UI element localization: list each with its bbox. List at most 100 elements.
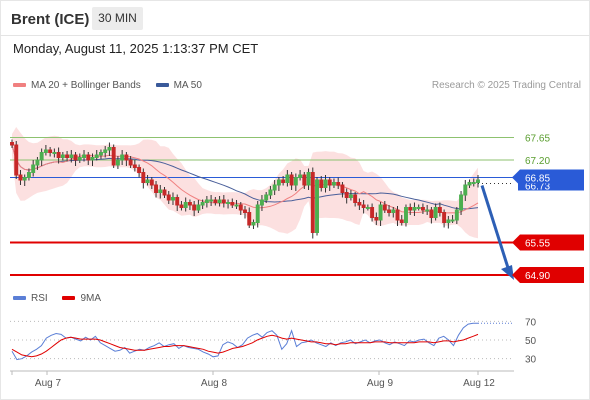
candle-body: [442, 212, 447, 223]
candle-body: [52, 152, 57, 154]
candle-body: [276, 179, 281, 186]
x-tick-label: Aug 9: [367, 378, 394, 389]
candle-body: [412, 207, 417, 211]
candle-body: [387, 209, 392, 213]
rsi-tick-70: 70: [525, 317, 537, 328]
candle-body: [281, 179, 286, 183]
legend-swatch-ma20: [13, 83, 26, 88]
candle-body: [187, 202, 192, 206]
x-tick-label: Aug 8: [201, 378, 228, 389]
candle-body: [192, 204, 197, 211]
candle-body: [298, 174, 303, 178]
candle-body: [433, 207, 438, 218]
candle-body: [340, 184, 345, 193]
candle-body: [378, 204, 383, 221]
candle-body: [204, 199, 209, 203]
candle-body: [319, 179, 324, 188]
candle-body: [374, 217, 379, 221]
candle-body: [82, 154, 86, 158]
time-axis: Aug 7 Aug 8 Aug 9 Aug 12: [10, 370, 514, 389]
candle-body: [348, 194, 353, 198]
candle-body: [365, 207, 370, 209]
level-label-0: 67.65: [525, 134, 550, 145]
candle-body: [94, 154, 99, 158]
candle-body: [315, 179, 319, 233]
candle-body: [357, 202, 362, 206]
level-label-3: 65.55: [525, 239, 550, 250]
candle-body: [213, 199, 218, 203]
candle-body: [234, 204, 239, 207]
candle-body: [476, 179, 480, 183]
candle-body: [264, 194, 269, 201]
candle-body: [77, 157, 82, 161]
legend-label-9ma: 9MA: [80, 293, 102, 304]
x-tick-label: Aug 12: [463, 378, 495, 389]
rsi-tick-50: 50: [525, 336, 537, 347]
candle-body: [141, 172, 146, 183]
candle-body: [331, 182, 336, 186]
candle-body: [115, 159, 120, 166]
candle-body: [268, 189, 273, 196]
pivot-label-top: 66.85: [525, 174, 550, 185]
candle-body: [166, 194, 171, 201]
candle-body: [391, 209, 396, 213]
level-label-4: 64.90: [525, 271, 550, 282]
candle-body: [175, 197, 180, 206]
candle-body: [14, 144, 19, 176]
forecast-arrow: [480, 185, 514, 280]
candle-body: [31, 164, 36, 173]
candle-body: [243, 209, 247, 213]
legend-swatch-9ma: [62, 296, 76, 301]
candle-body: [463, 184, 468, 196]
bollinger-band-area: [12, 127, 478, 239]
last-price-label: 66.73: [525, 182, 550, 193]
candle-body: [209, 199, 214, 202]
candle-body: [247, 212, 252, 226]
candle-body: [132, 164, 137, 168]
candle-body: [39, 152, 44, 161]
candle-body: [399, 219, 404, 223]
level-tag-3: [512, 234, 584, 251]
candle-body: [370, 207, 375, 218]
candle-body: [327, 179, 332, 186]
candlesticks: [10, 139, 480, 239]
candle-body: [48, 149, 53, 153]
interval-selector[interactable]: 30 MIN: [92, 7, 143, 30]
candle-body: [272, 184, 277, 191]
candle-body: [22, 177, 27, 181]
candle-body: [404, 207, 408, 223]
legend-item-ma50: MA 50: [155, 80, 202, 91]
level-tag-4: [512, 267, 584, 283]
candle-body: [425, 209, 430, 212]
candle-body: [238, 204, 243, 211]
candle-body: [437, 207, 442, 213]
candle-body: [158, 189, 163, 193]
candle-body: [382, 204, 387, 211]
price-legend: MA 20 + Bollinger Bands MA 50: [13, 80, 214, 91]
legend-label-ma50: MA 50: [173, 80, 202, 91]
candle-body: [128, 159, 133, 166]
candle-body: [416, 207, 421, 209]
legend-item-rsi: RSI: [13, 293, 48, 304]
candle-body: [285, 174, 290, 183]
header-bar: Brent (ICE) 30 MIN: [0, 0, 590, 36]
legend-swatch-ma50: [155, 83, 169, 88]
header-divider: [0, 35, 590, 36]
candle-body: [450, 219, 455, 222]
bollinger-band: [12, 127, 478, 239]
candle-body: [395, 209, 400, 221]
candle-body: [137, 167, 142, 173]
candle-body: [221, 199, 226, 203]
candle-body: [459, 194, 464, 211]
candle-body: [361, 204, 366, 208]
candle-body: [454, 209, 459, 221]
legend-item-9ma: 9MA: [62, 293, 101, 304]
candle-body: [162, 189, 167, 196]
candle-body: [35, 159, 40, 166]
candle-body: [467, 182, 472, 186]
candle-body: [226, 202, 231, 204]
forecast-arrow-head: [501, 265, 514, 280]
legend-item-ma20: MA 20 + Bollinger Bands: [13, 80, 141, 91]
